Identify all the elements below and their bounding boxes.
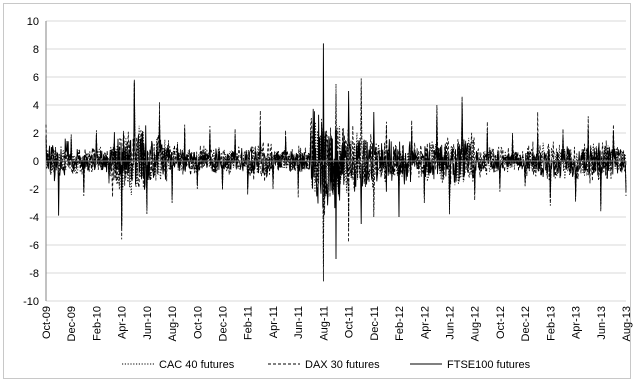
series-line-dax-30-futures — [45, 78, 627, 282]
x-tick-label: Apr-10 — [117, 306, 129, 339]
y-tick-label: 2 — [33, 128, 39, 140]
x-tick-label: Oct-11 — [344, 306, 356, 338]
x-tick-label: Oct-09 — [41, 306, 53, 339]
x-tick-label: Feb-11 — [243, 306, 255, 340]
y-tick-label: 8 — [33, 44, 39, 56]
x-tick-label: Oct-10 — [192, 306, 204, 339]
series-lines — [45, 43, 627, 282]
x-tick-label: Jun-10 — [142, 306, 154, 340]
gridlines — [45, 20, 626, 302]
series-line-ftse100-futures — [45, 43, 627, 260]
x-tick-label: Aug-12 — [470, 306, 482, 341]
y-tick-label: -6 — [29, 240, 39, 252]
x-axis-ticks: Oct-09 Dec-09 Feb-10 Apr-10 Jun-10 Aug-10 Oct-… — [41, 161, 633, 341]
y-axis-ticks: -10 -8 -6 -4 -2 0 2 4 6 8 10 — [23, 16, 39, 308]
x-tick-label: Jun-11 — [293, 306, 305, 339]
x-tick-label: Dec-11 — [369, 306, 381, 341]
x-tick-label: Apr-11 — [268, 306, 280, 338]
y-tick-label: 6 — [33, 72, 39, 84]
x-tick-label: Feb-13 — [545, 306, 557, 341]
x-tick-label: Jun-13 — [596, 306, 608, 340]
y-tick-label: -8 — [29, 268, 39, 280]
y-tick-label: 0 — [33, 156, 39, 168]
y-tick-label: -2 — [29, 184, 39, 196]
x-tick-label: Jun-12 — [444, 306, 456, 340]
x-tick-label: Dec-09 — [66, 306, 78, 341]
x-tick-label: Aug-10 — [167, 306, 179, 341]
x-tick-label: Aug-11 — [318, 306, 330, 341]
x-tick-label: Feb-12 — [394, 306, 406, 341]
legend-label: FTSE100 futures — [447, 359, 531, 371]
x-tick-label: Oct-12 — [495, 306, 507, 339]
x-tick-label: Aug-13 — [621, 306, 633, 341]
x-tick-label: Dec-12 — [520, 306, 532, 341]
x-tick-label: Dec-10 — [218, 306, 230, 341]
legend-label: DAX 30 futures — [305, 359, 380, 371]
x-tick-label: Feb-10 — [91, 306, 103, 341]
x-tick-label: Apr-12 — [419, 306, 431, 339]
y-tick-label: -10 — [23, 296, 39, 308]
x-tick-label: Apr-13 — [571, 306, 583, 339]
y-tick-label: -4 — [29, 212, 39, 224]
legend-label: CAC 40 futures — [159, 359, 235, 371]
legend: CAC 40 futures DAX 30 futures FTSE100 futu… — [122, 359, 531, 371]
y-tick-label: 10 — [27, 16, 39, 28]
y-tick-label: 4 — [33, 100, 39, 112]
